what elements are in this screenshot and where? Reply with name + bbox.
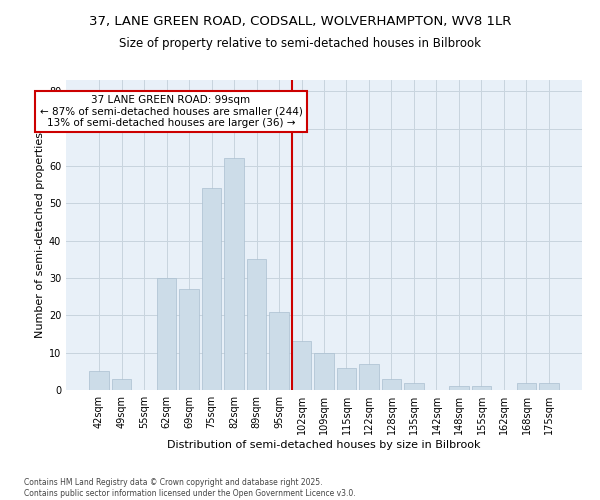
Bar	[224, 158, 244, 390]
Text: 37, LANE GREEN ROAD, CODSALL, WOLVERHAMPTON, WV8 1LR: 37, LANE GREEN ROAD, CODSALL, WOLVERHAMP…	[89, 15, 511, 28]
Bar	[337, 368, 356, 390]
Bar	[292, 342, 311, 390]
Bar	[247, 260, 266, 390]
Text: Size of property relative to semi-detached houses in Bilbrook: Size of property relative to semi-detach…	[119, 38, 481, 51]
Bar	[517, 382, 536, 390]
Bar	[314, 352, 334, 390]
Bar	[112, 379, 131, 390]
Bar	[472, 386, 491, 390]
Bar	[157, 278, 176, 390]
X-axis label: Distribution of semi-detached houses by size in Bilbrook: Distribution of semi-detached houses by …	[167, 440, 481, 450]
Bar	[269, 312, 289, 390]
Text: 37 LANE GREEN ROAD: 99sqm
← 87% of semi-detached houses are smaller (244)
13% of: 37 LANE GREEN ROAD: 99sqm ← 87% of semi-…	[40, 95, 302, 128]
Bar	[89, 372, 109, 390]
Y-axis label: Number of semi-detached properties: Number of semi-detached properties	[35, 132, 44, 338]
Bar	[539, 382, 559, 390]
Bar	[449, 386, 469, 390]
Bar	[359, 364, 379, 390]
Bar	[382, 379, 401, 390]
Bar	[404, 382, 424, 390]
Bar	[179, 289, 199, 390]
Text: Contains HM Land Registry data © Crown copyright and database right 2025.
Contai: Contains HM Land Registry data © Crown c…	[24, 478, 356, 498]
Bar	[202, 188, 221, 390]
